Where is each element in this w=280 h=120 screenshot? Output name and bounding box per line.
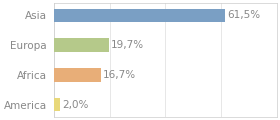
Bar: [54, 9, 225, 22]
Bar: [54, 98, 60, 111]
Text: 61,5%: 61,5%: [227, 10, 260, 20]
Bar: [54, 38, 109, 52]
Text: 16,7%: 16,7%: [103, 70, 136, 80]
Text: 19,7%: 19,7%: [111, 40, 144, 50]
Bar: [54, 68, 101, 82]
Text: 2,0%: 2,0%: [62, 100, 88, 110]
